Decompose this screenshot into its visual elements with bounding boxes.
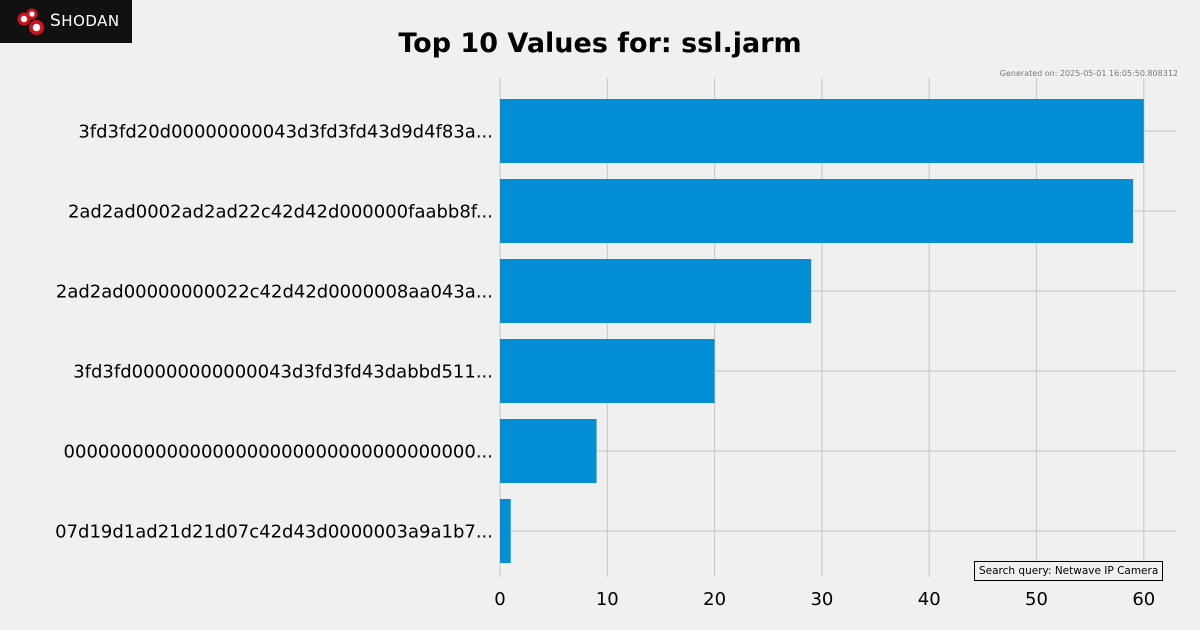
category-label: 000000000000000000000000000000000000... — [64, 442, 493, 463]
x-tick-label: 40 — [918, 589, 941, 610]
bar — [500, 259, 812, 323]
shodan-logo: SHODAN — [0, 0, 132, 43]
x-tick-label: 60 — [1132, 589, 1155, 610]
x-tick-label: 30 — [810, 589, 833, 610]
category-label: 2ad2ad00000000022c42d42d0000008aa043a... — [56, 282, 493, 303]
x-tick-label: 10 — [596, 589, 619, 610]
x-tick-label: 20 — [703, 589, 726, 610]
category-label: 3fd3fd20d00000000043d3fd3fd43d9d4f83a... — [78, 122, 493, 143]
category-label: 2ad2ad0002ad2ad22c42d42d000000faabb8f... — [68, 202, 493, 223]
x-tick-label: 0 — [494, 589, 505, 610]
bar — [500, 179, 1134, 243]
bar — [500, 339, 715, 403]
bar — [500, 499, 511, 563]
shodan-logo-icon — [17, 8, 44, 35]
generated-timestamp: Generated on: 2025-05-01 16:05:50.808312 — [999, 69, 1178, 78]
search-query-box: Search query: Netwave IP Camera — [974, 561, 1164, 581]
logo-wordmark-initial: S — [50, 11, 62, 31]
bar — [500, 99, 1144, 163]
category-label: 07d19d1ad21d21d07c42d43d0000003a9a1b7... — [55, 522, 493, 543]
chart-title: Top 10 Values for: ssl.jarm — [398, 28, 802, 59]
category-label: 3fd3fd00000000000043d3fd3fd43dabbd511... — [73, 362, 493, 383]
bar — [500, 419, 597, 483]
logo-wordmark-rest: HODAN — [61, 12, 120, 30]
logo-wordmark: SHODAN — [50, 11, 120, 31]
x-tick-label: 50 — [1025, 589, 1048, 610]
